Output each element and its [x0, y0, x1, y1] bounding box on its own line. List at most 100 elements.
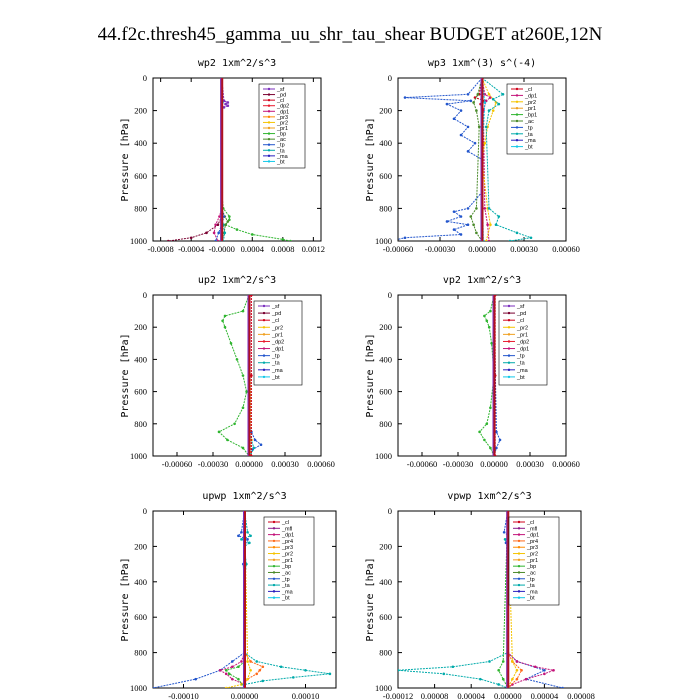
data-point [487, 239, 491, 241]
data-point [212, 231, 216, 235]
y-axis-label: Pressure [hPa] [120, 557, 131, 641]
data-point [473, 141, 477, 145]
x-tick-label: 0.00030 [510, 244, 538, 254]
data-point [485, 422, 489, 426]
data-point [222, 215, 226, 218]
legend-marker [517, 533, 521, 536]
data-point [501, 677, 505, 681]
y-tick-label: 0 [143, 506, 147, 516]
series-group [153, 511, 332, 688]
y-tick-label: 0 [388, 290, 392, 300]
panel-title: vp2 1xm^2/s^3 [443, 275, 521, 286]
legend-box [253, 300, 303, 386]
data-point [484, 125, 488, 129]
data-point [497, 669, 500, 672]
data-point [487, 93, 491, 96]
data-point [489, 309, 492, 313]
legend-marker [262, 368, 266, 372]
y-tick-label: 400 [379, 354, 392, 364]
legend-marker [515, 132, 519, 135]
legend-marker [272, 583, 276, 587]
data-point [483, 207, 487, 210]
data-point [205, 231, 208, 235]
data-point [229, 342, 233, 345]
legend-entry: _ta [271, 361, 281, 367]
data-point [249, 669, 252, 672]
data-point [241, 374, 245, 377]
series-group [217, 295, 263, 456]
data-point [216, 239, 220, 241]
data-point [503, 538, 507, 541]
legend-marker [262, 347, 266, 350]
y-tick-label: 200 [134, 106, 147, 116]
y-tick-label: 600 [134, 171, 147, 181]
legend-entry: _ma [526, 589, 539, 595]
data-point [241, 406, 245, 410]
legend-entry: _ac [524, 119, 534, 125]
x-tick-label: 0.00008 [567, 691, 595, 700]
data-point [226, 101, 230, 104]
data-point [494, 223, 498, 226]
legend-entry: _ac [281, 570, 291, 576]
data-point [459, 215, 463, 218]
data-point [475, 109, 478, 112]
legend-entry: _ta [524, 132, 534, 138]
data-point [515, 669, 519, 672]
data-point [153, 686, 155, 688]
x-tick-label: 0.0012 [302, 244, 325, 254]
series-line-dp1 [507, 511, 556, 688]
x-tick-label: -0.00030 [198, 459, 228, 469]
data-point [223, 314, 227, 318]
data-point [475, 207, 478, 210]
series-line-tp [398, 78, 483, 240]
data-point [224, 686, 228, 688]
data-point [472, 223, 475, 226]
legend-entry: _pr2 [516, 325, 528, 331]
data-point [250, 233, 254, 236]
data-point [253, 438, 257, 442]
legend-entry: _bt [281, 596, 290, 602]
y-tick-label: 1000 [375, 683, 392, 693]
data-point [223, 231, 227, 235]
x-tick-label: 0.00060 [307, 459, 335, 469]
legend-marker [507, 354, 511, 357]
legend: _cl_dp1_pr2_pr1_bp1_ac_tp_ta_ma_bt [506, 83, 554, 155]
data-point [469, 99, 473, 103]
legend-entry: _cl [281, 520, 289, 526]
x-tick-label: -0.00060 [383, 244, 413, 254]
data-point [214, 223, 217, 226]
legend-marker [262, 340, 266, 343]
y-tick-label: 600 [134, 612, 147, 622]
legend-entry: _ma [524, 138, 537, 144]
y-tick-label: 0 [143, 290, 147, 300]
data-point [497, 102, 501, 106]
data-point [304, 669, 307, 672]
x-tick-label: 0.00004 [457, 691, 485, 700]
data-point [488, 660, 491, 663]
legend-marker [272, 558, 276, 562]
legend-box [498, 300, 548, 386]
legend-marker [267, 87, 271, 91]
legend-marker [517, 564, 521, 568]
x-tick-label: 0.00060 [552, 459, 580, 469]
legend-entry: _mfl [281, 526, 292, 532]
x-tick-label: -0.00060 [162, 459, 192, 469]
legend-entry: _sf [516, 304, 525, 310]
data-point [289, 239, 292, 241]
legend-marker [262, 326, 266, 329]
legend-entry: _pr1 [524, 106, 536, 112]
x-tick-label: 0.00000 [494, 691, 522, 700]
x-tick-label: 0.00000 [235, 459, 263, 469]
data-point [491, 97, 495, 101]
legend-entry: _bp [281, 564, 291, 570]
legend-entry: _ac [276, 137, 286, 143]
legend: _cl_mfl_dp1_pr4_pr3_pr2_pr1_bp_ac_tp_ta_… [263, 516, 315, 606]
data-point [226, 220, 230, 223]
panel-title: vpwp 1xm^2/s^3 [447, 491, 531, 502]
y-tick-label: 600 [379, 387, 392, 397]
data-point [489, 446, 492, 450]
data-point [224, 672, 228, 676]
legend-marker [515, 139, 519, 142]
data-point [216, 223, 220, 226]
